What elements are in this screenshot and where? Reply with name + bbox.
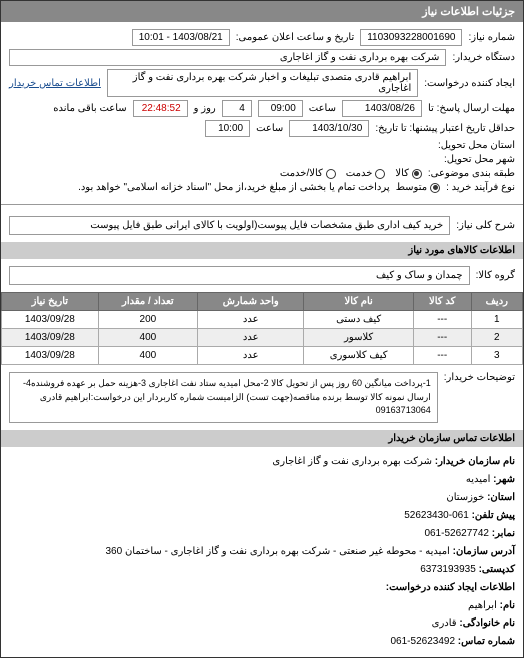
need-value: خرید کیف اداری طبق مشخصات فایل پیوست(اول… [9,216,450,235]
group-value: چمدان و ساک و کیف [9,266,470,285]
radio-icon [375,169,385,179]
tel-label: شماره تماس: [458,636,515,647]
goods-table: ردیف کد کالا نام کالا واحد شمارش تعداد /… [1,292,523,365]
deadline-remain: 22:48:52 [133,100,188,117]
province-label: استان محل تحویل: [438,140,515,151]
table-cell: کیف دستی [304,311,413,329]
deadline-days-label: روز و [194,103,216,114]
table-cell: 1403/09/28 [2,347,99,365]
classify-opt1-label: خدمت [346,168,373,179]
phone-value: 061-52623430 [404,510,469,521]
goods-header: اطلاعات کالاهای مورد نیاز [1,242,523,259]
classify-label: طبقه بندی موضوعی: [428,168,515,179]
col-4: تعداد / مقدار [98,293,197,311]
table-cell: کیف کلاسوری [304,347,413,365]
table-cell: 200 [98,311,197,329]
deadline-label: مهلت ارسال پاسخ: تا [428,103,515,114]
org-label: نام سازمان خریدار: [435,456,515,467]
table-cell: 3 [471,347,522,365]
table-cell: 1403/09/28 [2,329,99,347]
table-cell: 1403/09/28 [2,311,99,329]
classify-opt0-label: کالا [395,168,409,179]
requester-value: ابراهیم قادری متصدی تبلیغات و اخبار شرکت… [107,69,418,97]
req-num-label: شماره نیاز: [468,32,515,43]
payment-label: نوع فرآیند خرید : [446,182,515,193]
buyer-note-value: 1-پرداخت میانگین 60 روز پس از تحویل کالا… [9,372,438,423]
table-cell: 400 [98,329,197,347]
contact-prov-value: خوزستان [446,492,484,503]
contact-prov-label: استان: [487,492,515,503]
contact-header: اطلاعات تماس سازمان خریدار [1,430,523,447]
col-2: نام کالا [304,293,413,311]
fax-value: 52627742-061 [424,528,489,539]
table-cell: عدد [198,329,304,347]
table-cell: 400 [98,347,197,365]
family-value: قادری [432,618,457,629]
classify-option-0[interactable]: کالا [395,168,422,179]
buyer-value: شرکت بهره برداری نفت و گاز اغاجاری [9,49,446,66]
deadline-time-label: ساعت [309,103,336,114]
table-cell: عدد [198,311,304,329]
addr-value: امیدیه - محوطه غیر صنعتی - شرکت بهره برد… [106,546,450,557]
city-label: شهر محل تحویل: [444,154,515,165]
pub-date-label: تاریخ و ساعت اعلان عمومی: [236,32,355,43]
classify-option-1[interactable]: خدمت [346,168,386,179]
deadline-time: 09:00 [258,100,303,117]
table-cell: عدد [198,347,304,365]
contact-city-value: امیدیه [466,474,491,485]
deadline-days: 4 [222,100,252,117]
contact-link[interactable]: اطلاعات تماس خریدار [9,78,101,89]
pub-date-value: 1403/08/21 - 10:01 [132,29,230,46]
name-value: ابراهیم [468,600,497,611]
creator-header: اطلاعات ایجاد کننده درخواست: [386,582,515,593]
name-label: نام: [500,600,515,611]
classify-option-2[interactable]: کالا/خدمت [280,168,336,179]
radio-icon [412,169,422,179]
table-cell: 1 [471,311,522,329]
col-5: تاریخ نیاز [2,293,99,311]
payment-note: پرداخت تمام یا بخشی از مبلغ خرید،از محل … [9,182,390,193]
col-0: ردیف [471,293,522,311]
deadline-remain-label: ساعت باقی مانده [53,103,126,114]
col-3: واحد شمارش [198,293,304,311]
validity-date: 1403/10/30 [289,120,369,137]
req-num-value: 1103093228001690 [360,29,462,46]
table-cell: 2 [471,329,522,347]
table-row: 2---کلاسورعدد4001403/09/28 [2,329,523,347]
table-row: 1---کیف دستیعدد2001403/09/28 [2,311,523,329]
tel-value: 52623492-061 [390,636,455,647]
radio-icon [326,169,336,179]
classify-group: کالا خدمت کالا/خدمت [280,168,422,179]
requester-label: ایجاد کننده درخواست: [424,78,515,89]
group-label: گروه کالا: [476,270,515,281]
need-label: شرح کلی نیاز: [456,220,515,231]
radio-icon [430,183,440,193]
table-row: 3---کیف کلاسوریعدد4001403/09/28 [2,347,523,365]
contact-section: نام سازمان خریدار: شرکت بهره برداری نفت … [1,447,523,657]
classify-opt2-label: کالا/خدمت [280,168,323,179]
page-header: جزئیات اطلاعات نیاز [1,1,523,22]
phone-label: پیش تلفن: [472,510,515,521]
table-cell: کلاسور [304,329,413,347]
addr-label: آدرس سازمان: [453,546,515,557]
validity-time-label: ساعت [256,123,283,134]
buyer-note-label: توضیحات خریدار: [444,372,515,383]
org-value: شرکت بهره برداری نفت و گاز اغاجاری [272,456,432,467]
table-cell: --- [413,329,471,347]
fax-label: نمابر: [492,528,515,539]
table-cell: --- [413,311,471,329]
validity-label: حداقل تاریخ اعتبار پیشنها: تا تاریخ: [375,123,515,134]
deadline-date: 1403/08/26 [342,100,422,117]
buyer-label: دستگاه خریدار: [452,52,515,63]
table-cell: --- [413,347,471,365]
post-value: 6373193935 [420,564,476,575]
col-1: کد کالا [413,293,471,311]
payment-opt0-label: متوسط [396,182,427,193]
validity-time: 10:00 [205,120,250,137]
family-label: نام خانوادگی: [459,618,515,629]
post-label: کدپستی: [479,564,515,575]
payment-option-0[interactable]: متوسط [396,182,440,193]
contact-city-label: شهر: [493,474,515,485]
